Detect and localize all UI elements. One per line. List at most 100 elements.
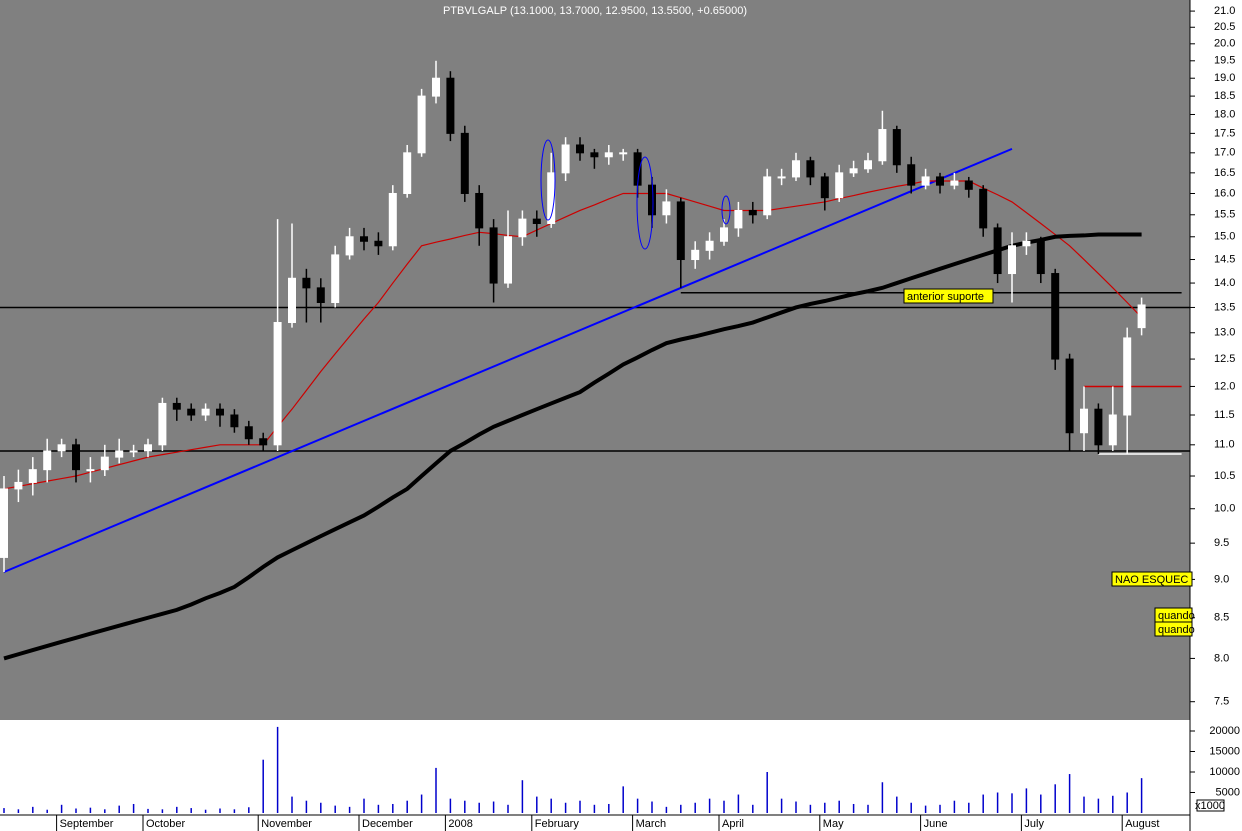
x-tick-label: February	[535, 818, 580, 830]
candle-body	[1137, 304, 1146, 329]
candle-body	[446, 77, 455, 134]
annotation-box	[1111, 571, 1193, 587]
candle-body	[964, 180, 973, 190]
candle-body	[892, 129, 901, 166]
candle-body	[648, 184, 656, 216]
candle-body	[748, 209, 757, 216]
annotation-box	[1154, 621, 1193, 637]
candle-body	[993, 227, 1002, 275]
candle-body	[316, 287, 325, 303]
candle-body	[518, 218, 527, 238]
y-tick-label: 13.5	[1214, 301, 1235, 313]
candle-body	[619, 152, 628, 155]
candle-body	[878, 129, 887, 162]
candle-body	[374, 240, 383, 247]
candle-body	[1008, 245, 1016, 275]
candle-body	[864, 160, 872, 170]
candle-body	[604, 152, 613, 158]
candle-body	[720, 227, 728, 242]
y-tick-label: 17.5	[1214, 127, 1235, 139]
y-tick-label: 14.5	[1214, 253, 1235, 265]
candle-body	[187, 408, 196, 416]
y-tick-label: 15.0	[1214, 231, 1235, 243]
candle-body	[28, 469, 37, 483]
candle-body	[1108, 414, 1117, 446]
candle-body	[0, 488, 8, 558]
y-tick-label: 16.5	[1214, 167, 1235, 179]
y-tick-label: 8.0	[1214, 652, 1229, 664]
candle-body	[849, 168, 858, 174]
y-tick-label: 21.0	[1214, 5, 1235, 17]
y-tick-label: 14.0	[1214, 277, 1235, 289]
y-tick-label: 20.5	[1214, 21, 1235, 33]
annotation-box	[903, 288, 994, 304]
volume-unit: x1000	[1195, 800, 1225, 812]
candle-body	[259, 438, 268, 446]
trend-line	[3, 147, 1013, 573]
candle-body	[129, 450, 138, 453]
candle-body	[936, 176, 944, 186]
y-tick-label: 20.0	[1214, 38, 1235, 50]
volume-tick-label: 5000	[1216, 786, 1240, 798]
candle-body	[172, 402, 181, 410]
annotation: quando	[1158, 610, 1195, 622]
candle-body	[1051, 273, 1060, 360]
y-tick-label: 17.0	[1214, 147, 1235, 159]
x-tick-label: October	[146, 818, 185, 830]
y-tick-label: 12.5	[1214, 353, 1235, 365]
highlight-ellipse	[540, 139, 556, 221]
candle-body	[72, 444, 80, 471]
candle-body	[201, 408, 210, 416]
candle-body	[1036, 240, 1045, 275]
candle-body	[532, 218, 541, 224]
candle-body	[115, 450, 124, 458]
y-tick-label: 9.5	[1214, 537, 1229, 549]
x-tick-label: March	[636, 818, 667, 830]
y-tick-label: 18.0	[1214, 108, 1235, 120]
candle-body	[417, 95, 426, 154]
candle-body	[57, 444, 66, 452]
candle-body	[835, 172, 844, 199]
candle-body	[460, 132, 469, 194]
y-tick-label: 9.0	[1214, 573, 1229, 585]
candle-body	[504, 236, 512, 284]
candle-body	[100, 456, 109, 471]
candle-body	[302, 277, 311, 289]
x-tick-label: 2008	[448, 818, 472, 830]
candle-body	[86, 469, 95, 472]
candle-body	[158, 402, 167, 446]
candle-body	[792, 160, 800, 178]
x-tick-label: June	[924, 818, 948, 830]
y-tick-label: 13.0	[1214, 327, 1235, 339]
price-panel	[0, 0, 1190, 718]
x-tick-label: August	[1125, 818, 1159, 830]
x-tick-label: July	[1024, 818, 1044, 830]
highlight-ellipse	[721, 195, 731, 225]
candle-body	[403, 152, 412, 194]
y-tick-label: 16.0	[1214, 187, 1235, 199]
y-tick-label: 19.0	[1214, 72, 1235, 84]
x-tick-label: April	[722, 818, 744, 830]
candle-body	[1022, 240, 1031, 247]
moving-average	[3, 232, 1142, 661]
annotation: anterior suporte	[907, 291, 984, 303]
candle-body	[561, 144, 570, 174]
x-tick-label: November	[261, 818, 312, 830]
candle-body	[230, 414, 239, 428]
candle-body	[273, 322, 282, 446]
candle-body	[820, 176, 829, 199]
x-tick-label: September	[60, 818, 114, 830]
annotation: quando	[1158, 624, 1195, 636]
chart-title: PTBVLGALP (13.1000, 13.7000, 12.9500, 13…	[443, 5, 747, 17]
candle-body	[921, 176, 930, 186]
candle-body	[1094, 408, 1103, 446]
candle-body	[216, 408, 224, 416]
volume-tick-label: 20000	[1209, 725, 1240, 737]
candle-body	[345, 236, 354, 256]
candle-body	[576, 144, 584, 154]
y-tick-label: 19.5	[1214, 55, 1235, 67]
candle-body	[1123, 337, 1132, 416]
candle-body	[1065, 358, 1074, 434]
